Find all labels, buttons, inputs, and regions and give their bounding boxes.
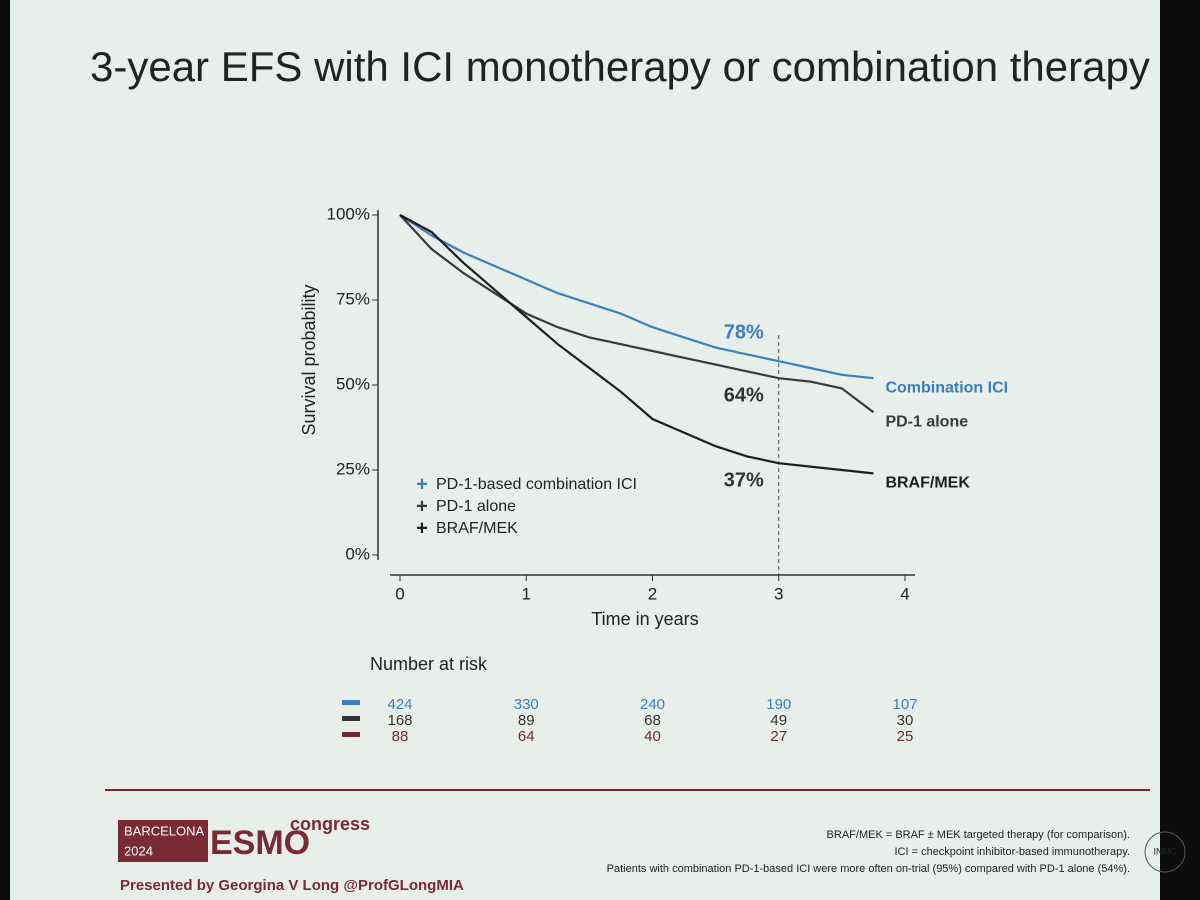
legend-marker: + [416, 495, 428, 517]
risk-value: 88 [392, 728, 409, 745]
risk-value: 68 [644, 712, 661, 729]
footer-event: congress [290, 814, 370, 834]
risk-value: 27 [770, 728, 787, 745]
footer-note: ICI = checkpoint inhibitor-based immunot… [894, 846, 1130, 858]
footer-city: BARCELONA [124, 823, 205, 838]
y-tick-label: 0% [345, 544, 370, 563]
footer-note: Patients with combination PD-1-based ICI… [607, 863, 1130, 875]
city-box [118, 820, 208, 862]
survival-curve [399, 214, 874, 475]
y-tick-label: 50% [336, 374, 370, 393]
y-tick-label: 75% [336, 289, 370, 308]
y-tick-label: 100% [327, 204, 370, 223]
footer-presenter: Presented by Georgina V Long @ProfGLongM… [120, 877, 464, 894]
logo [1144, 831, 1186, 873]
x-tick-label: 3 [774, 584, 783, 603]
risk-value: 40 [644, 728, 661, 745]
risk-value: 168 [387, 712, 412, 729]
risk-value: 89 [518, 712, 535, 729]
end-label: BRAF/MEK [885, 475, 970, 492]
legend-marker: + [416, 517, 428, 539]
x-tick-label: 2 [648, 584, 657, 603]
end-label: Combination ICI [885, 379, 1008, 396]
annotation: 78% [724, 321, 764, 343]
survival-curve [399, 214, 875, 414]
footer-year: 2024 [124, 843, 153, 858]
legend-label: PD-1-based combination ICI [436, 476, 637, 493]
risk-value: 64 [518, 728, 535, 745]
risk-value: 190 [766, 696, 791, 713]
annotation: 37% [724, 469, 764, 491]
slide [10, 0, 1160, 900]
risk-value: 424 [387, 696, 412, 713]
end-label: PD-1 alone [885, 413, 968, 430]
risk-value: 330 [514, 696, 539, 713]
x-tick-label: 4 [900, 584, 909, 603]
risk-value: 25 [897, 728, 914, 745]
risk-row-marker [342, 716, 360, 721]
legend-label: BRAF/MEK [436, 520, 518, 537]
footer-note: BRAF/MEK = BRAF ± MEK targeted therapy (… [827, 829, 1130, 841]
risk-title: Number at risk [370, 654, 488, 674]
x-tick-label: 1 [522, 584, 531, 603]
risk-value: 49 [770, 712, 787, 729]
x-tick-label: 0 [395, 584, 404, 603]
y-axis-label: Survival probability [299, 284, 319, 435]
y-tick-label: 25% [336, 459, 370, 478]
risk-row-marker [342, 732, 360, 737]
annotation: 64% [724, 384, 764, 406]
risk-value: 240 [640, 696, 665, 713]
legend-label: PD-1 alone [436, 498, 516, 515]
x-axis-label: Time in years [591, 609, 698, 629]
legend-marker: + [416, 473, 428, 495]
risk-row-marker [342, 700, 360, 705]
chart-title: 3-year EFS with ICI monotherapy or combi… [90, 43, 1150, 90]
survival-curve [399, 214, 874, 380]
logo-text: INMC [1154, 846, 1177, 856]
risk-value: 30 [897, 712, 914, 729]
risk-value: 107 [892, 696, 917, 713]
footer-brand: ESMO [210, 824, 310, 862]
